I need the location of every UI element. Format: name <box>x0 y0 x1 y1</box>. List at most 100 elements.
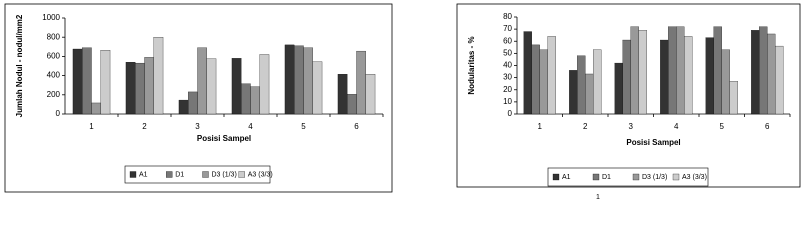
y-tick-label: 600 <box>47 52 61 61</box>
bar <box>197 47 207 115</box>
bar <box>356 50 366 115</box>
legend-swatch <box>129 171 137 178</box>
legend-box <box>124 165 271 184</box>
bar <box>668 26 677 115</box>
bar <box>188 91 198 115</box>
bar <box>294 45 304 115</box>
bar <box>660 39 669 115</box>
y-axis-title: Nodularitas - % <box>467 36 476 94</box>
x-tick-label: 3 <box>629 122 634 131</box>
x-tick-label: 2 <box>142 122 147 131</box>
legend-label: D3 (1/3) <box>212 171 237 178</box>
chart-frame <box>456 3 801 188</box>
chart-frame <box>4 3 393 193</box>
bar <box>775 45 784 115</box>
bar <box>547 36 556 115</box>
x-tick-label: 5 <box>301 122 306 131</box>
bar <box>125 62 136 115</box>
legend-box <box>547 167 709 187</box>
bar <box>347 94 357 115</box>
legend-swatch <box>552 173 560 181</box>
bar <box>241 83 251 115</box>
y-tick-label: 800 <box>47 32 61 41</box>
bar <box>284 44 295 115</box>
x-tick-label: 2 <box>583 122 588 131</box>
x-tick-label: 6 <box>354 122 359 131</box>
x-tick-label: 4 <box>248 122 253 131</box>
bar <box>593 49 602 115</box>
y-tick-label: 200 <box>47 90 61 99</box>
bar <box>729 81 738 115</box>
bar <box>630 26 639 115</box>
bar <box>312 61 323 115</box>
bar <box>569 70 578 115</box>
bar <box>614 62 623 115</box>
bar <box>676 26 685 115</box>
bar <box>303 47 313 115</box>
bar <box>705 37 714 115</box>
legend-label: D3 (1/3) <box>642 174 667 181</box>
y-tick-label: 80 <box>503 12 512 21</box>
y-tick-label: 70 <box>503 24 512 33</box>
bar <box>100 50 111 115</box>
y-tick-label: 40 <box>503 61 512 70</box>
legend-label: D1 <box>602 174 611 181</box>
legend-swatch <box>166 171 173 178</box>
page: {"chart_data": [ {"type": "bar", "y_labe… <box>4 3 801 201</box>
bar <box>72 48 83 115</box>
x-tick-label: 5 <box>720 122 725 131</box>
bar <box>684 36 693 115</box>
x-tick-label: 1 <box>89 122 94 131</box>
y-tick-label: 0 <box>56 109 61 118</box>
legend-label: A3 (3/3) <box>248 171 273 178</box>
legend-swatch <box>632 173 640 181</box>
bar <box>337 74 348 115</box>
bar <box>153 37 164 115</box>
y-tick-label: 1000 <box>42 13 60 22</box>
x-tick-label: 3 <box>195 122 200 131</box>
bar <box>767 33 776 115</box>
bar <box>721 49 730 115</box>
x-axis-title: Posisi Sampel <box>197 134 251 143</box>
y-tick-label: 20 <box>503 85 512 94</box>
bar <box>523 31 532 115</box>
bar <box>91 102 101 115</box>
bar <box>259 54 270 115</box>
y-tick-label: 400 <box>47 71 61 80</box>
legend-swatch <box>592 173 600 181</box>
bar <box>365 74 376 115</box>
legend-swatch <box>238 171 245 178</box>
bar <box>539 49 548 115</box>
bar <box>622 39 631 115</box>
legend-label: A3 (3/3) <box>682 174 707 181</box>
y-axis-title: Jumlah Nodul - nodul/mm2 <box>15 14 24 117</box>
y-tick-label: 50 <box>503 48 512 57</box>
bar <box>638 30 647 115</box>
y-tick-label: 60 <box>503 36 512 45</box>
legend-swatch <box>202 171 209 178</box>
bar <box>585 73 594 115</box>
bar <box>713 26 722 115</box>
legend-label: A1 <box>139 171 148 178</box>
x-tick-label: 1 <box>538 122 543 131</box>
bar <box>577 55 586 115</box>
bar <box>759 26 768 115</box>
bar <box>135 62 145 115</box>
bar <box>82 47 92 115</box>
page-number: 1 <box>596 194 600 201</box>
legend-swatch <box>672 173 680 181</box>
legend-label: A1 <box>562 174 571 181</box>
x-tick-label: 6 <box>765 122 770 131</box>
bar <box>231 58 242 115</box>
legend-label: D1 <box>175 171 184 178</box>
y-tick-label: 0 <box>508 109 513 118</box>
bar <box>178 99 189 115</box>
bar <box>250 86 260 115</box>
bar <box>531 44 540 115</box>
y-tick-label: 30 <box>503 73 512 82</box>
y-tick-label: 10 <box>503 97 512 106</box>
bar <box>206 58 217 115</box>
x-tick-label: 4 <box>674 122 679 131</box>
x-axis-title: Posisi Sampel <box>626 138 680 147</box>
